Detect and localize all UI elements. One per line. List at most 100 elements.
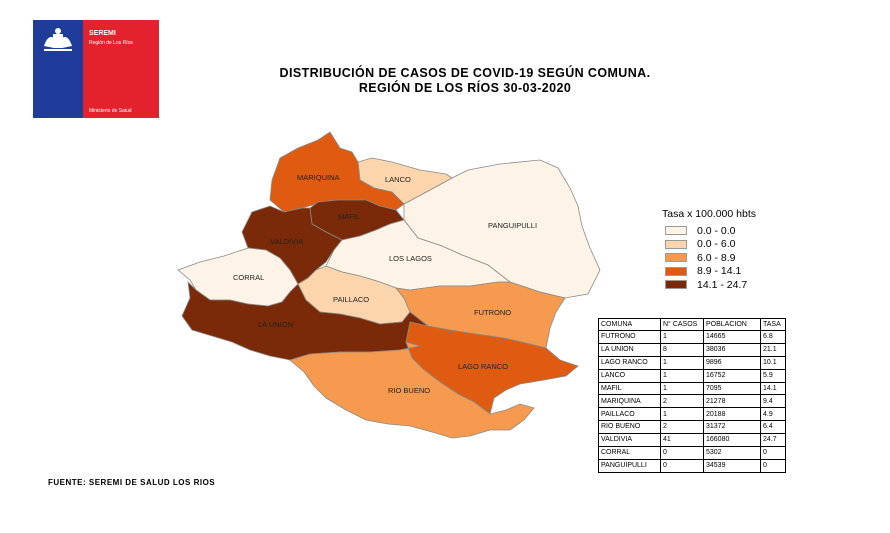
table-cell: FUTRONO: [598, 330, 661, 344]
legend-swatch: [665, 266, 687, 276]
table-cell: 41: [660, 433, 704, 448]
legend-item: 14.1 - 24.7: [662, 278, 782, 292]
table-cell: 9896: [703, 355, 761, 370]
table-cell: PANGUIPULLI: [598, 458, 661, 473]
legend-label: 0.0 - 6.0: [697, 238, 736, 251]
map-title: DISTRIBUCIÓN DE CASOS DE COVID-19 SEGÚN …: [200, 66, 730, 96]
region-la-union[interactable]: [181, 280, 431, 361]
map-label-los-lagos: LOS LAGOS: [389, 254, 432, 263]
table-row: PAILLACO 1 20188 4.9: [598, 407, 786, 422]
legend-swatch: [665, 226, 687, 236]
title-line-2: REGIÓN DE LOS RÍOS 30-03-2020: [358, 81, 572, 95]
table-row: CORRAL 0 5302 0: [598, 446, 786, 460]
legend-label: 8.9 - 14.1: [697, 265, 742, 278]
table-cell: 21278: [703, 394, 761, 409]
table-row: FUTRONO 1 14665 6.8: [598, 330, 786, 344]
legend-swatch: [665, 280, 687, 290]
table-cell: 10.1: [760, 355, 786, 370]
map-label-futrono: FUTRONO: [474, 308, 511, 317]
table-cell: CORRAL: [598, 446, 661, 460]
table-cell: 16752: [703, 368, 761, 383]
table-cell: 1: [660, 368, 704, 383]
legend-item: 8.9 - 14.1: [662, 265, 782, 279]
table-cell: 1: [660, 407, 704, 422]
table-cell: MARIQUINA: [598, 394, 661, 409]
legend-swatch: [665, 239, 687, 249]
table-row: PANGUIPULLI 0 34539 0: [598, 458, 786, 473]
table-cell: 4.9: [760, 407, 786, 422]
map-label-valdivia: VALDIVIA: [270, 237, 303, 246]
logo-ministry-name: Ministerio de Salud: [89, 108, 132, 114]
map-label-paillaco: PAILLACO: [333, 295, 369, 304]
legend-item: 6.0 - 8.9: [662, 251, 782, 265]
table-cell: LAGO RANCO: [598, 355, 661, 370]
table-cell: 5302: [703, 446, 761, 460]
header-tasa: TASA: [760, 318, 786, 331]
table-cell: LANCO: [598, 368, 661, 383]
table-row: LA UNION 8 38036 21.1: [598, 342, 786, 357]
table-cell: 21.1: [760, 342, 786, 357]
table-cell: 166080: [703, 433, 761, 448]
table-cell: 8: [660, 342, 704, 357]
table-cell: 0: [760, 446, 786, 460]
table-cell: 0: [660, 458, 704, 473]
table-cell: 34539: [703, 458, 761, 473]
seremi-logo: SEREMI Región de Los Ríos Ministerio de …: [33, 20, 159, 118]
table-cell: MAFIL: [598, 381, 661, 396]
region-rio-bueno[interactable]: [289, 341, 535, 439]
legend-label: 6.0 - 8.9: [697, 251, 736, 264]
table-cell: 0: [660, 446, 704, 460]
map-label-corral: CORRAL: [233, 273, 264, 282]
cases-table: COMUNA N° CASOS POBLACION TASA FUTRONO 1 1…: [598, 318, 786, 473]
table-header-row: COMUNA N° CASOS POBLACION TASA: [598, 318, 786, 331]
logo-region-name: Región de Los Ríos: [89, 40, 133, 46]
table-cell: 38036: [703, 342, 761, 357]
table-cell: LA UNION: [598, 342, 661, 357]
header-casos: N° CASOS: [660, 318, 704, 331]
table-cell: 1: [660, 330, 704, 344]
table-row: MARIQUINA 2 21278 9.4: [598, 394, 786, 409]
legend-swatch: [665, 253, 687, 263]
map-label-lanco: LANCO: [385, 175, 411, 184]
table-cell: PAILLACO: [598, 407, 661, 422]
table-cell: 24.7: [760, 433, 786, 448]
table-row: LAGO RANCO 1 9896 10.1: [598, 355, 786, 370]
table-row: LANCO 1 16752 5.9: [598, 368, 786, 383]
table-cell: 6.8: [760, 330, 786, 344]
title-line-1: DISTRIBUCIÓN DE CASOS DE COVID-19 SEGÚN …: [279, 66, 651, 80]
map-label-lago-ranco: LAGO RANCO: [458, 362, 508, 371]
legend-label: 14.1 - 24.7: [697, 278, 748, 291]
table-cell: 20188: [703, 407, 761, 422]
map-label-mariquina: MARIQUINA: [297, 173, 340, 182]
table-cell: VALDIVIA: [598, 433, 661, 448]
map-label-panguipulli: PANGUIPULLI: [488, 221, 537, 230]
table-row: MAFIL 1 7095 14.1: [598, 381, 786, 396]
table-cell: 14.1: [760, 381, 786, 396]
header-poblacion: POBLACION: [703, 318, 761, 331]
table-row: VALDIVIA 41 166080 24.7: [598, 433, 786, 448]
table-cell: 2: [660, 394, 704, 409]
table-cell: 5.9: [760, 368, 786, 383]
map-label-rio-bueno: RIO BUENO: [388, 386, 430, 395]
map-label-la-union: LA UNION: [258, 320, 293, 329]
source-note: FUENTE: SEREMI DE SALUD LOS RIOS: [48, 478, 216, 487]
legend-label: 0.0 - 0.0: [697, 224, 736, 237]
table-cell: 9.4: [760, 394, 786, 409]
legend-item: 0.0 - 0.0: [662, 224, 782, 238]
table-body: FUTRONO 1 14665 6.8 LA UNION 8 38036 21.1 LAGO R…: [598, 330, 786, 473]
table-cell: RIO BUENO: [598, 420, 661, 435]
table-cell: 1: [660, 355, 704, 370]
logo-org-name: SEREMI: [89, 30, 116, 37]
legend: Tasa x 100.000 hbts 0.0 - 0.0 0.0 - 6.0 …: [662, 207, 782, 292]
table-cell: 7095: [703, 381, 761, 396]
logo-red-panel: [83, 20, 159, 118]
table-cell: 2: [660, 420, 704, 435]
table-cell: 14665: [703, 330, 761, 344]
coat-of-arms-icon: [44, 28, 72, 51]
table-cell: 0: [760, 458, 786, 473]
map-label-mafil: MAFIL: [338, 212, 360, 221]
legend-item: 0.0 - 6.0: [662, 238, 782, 252]
header-comuna: COMUNA: [598, 318, 661, 331]
table-cell: 31372: [703, 420, 761, 435]
